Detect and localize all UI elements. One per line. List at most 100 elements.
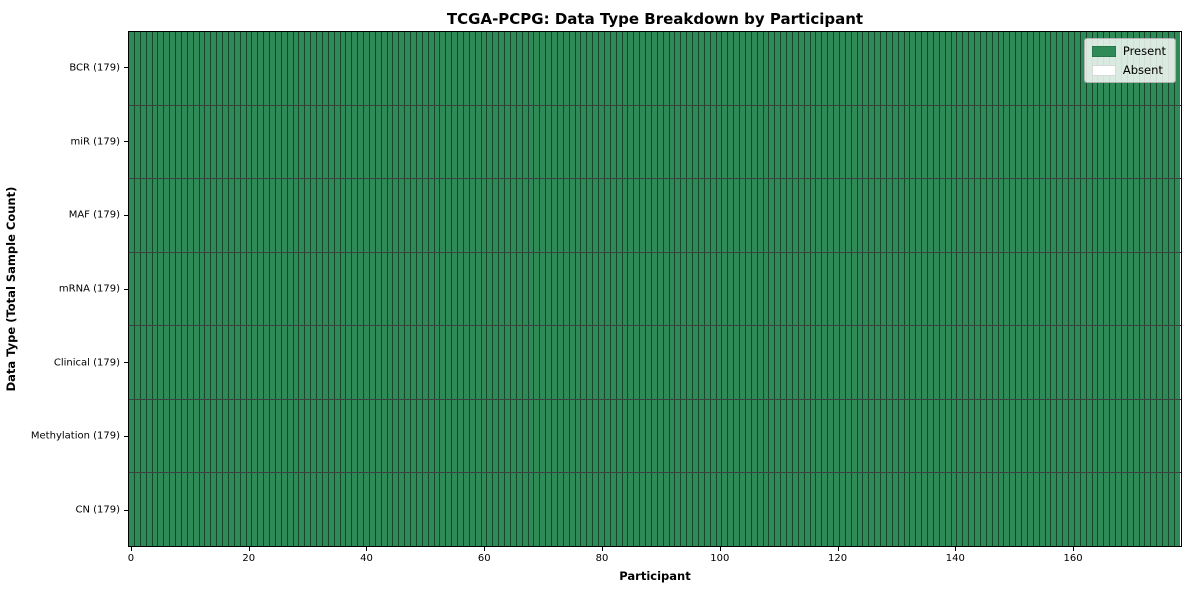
x-tick-label: 120 — [827, 553, 848, 564]
heatmap-cell — [140, 179, 147, 252]
heatmap-cell — [704, 179, 711, 252]
heatmap-cell — [193, 32, 200, 105]
heatmap-cell — [1022, 179, 1028, 252]
heatmap-cell — [152, 473, 159, 547]
heatmap-cell — [751, 326, 758, 399]
heatmap-cell — [681, 179, 688, 252]
heatmap-cell — [152, 105, 159, 179]
heatmap-cell — [510, 105, 517, 179]
heatmap-cell — [240, 252, 247, 326]
heatmap-cell — [493, 326, 500, 399]
heatmap-cell — [234, 179, 241, 252]
heatmap-cell — [693, 32, 699, 105]
heatmap-cell — [416, 32, 423, 105]
heatmap-cell — [452, 473, 458, 547]
heatmap-cell — [957, 179, 964, 252]
heatmap-cell — [828, 105, 834, 179]
heatmap-cell — [963, 326, 970, 399]
heatmap-cell — [828, 326, 834, 399]
heatmap-cell — [910, 252, 917, 326]
heatmap-cell — [346, 473, 353, 547]
heatmap-cell — [405, 32, 411, 105]
heatmap-cell — [129, 105, 135, 179]
heatmap-cell — [422, 252, 429, 326]
heatmap-cell — [505, 252, 511, 326]
heatmap-cell — [1092, 179, 1099, 252]
heatmap-cell — [275, 179, 282, 252]
heatmap-cell — [1010, 105, 1017, 179]
heatmap-cell — [599, 252, 605, 326]
heatmap-cell — [904, 326, 911, 399]
heatmap-cell — [228, 473, 235, 547]
heatmap-cell — [387, 326, 394, 399]
heatmap-cell — [258, 105, 265, 179]
heatmap-cell — [710, 399, 717, 473]
heatmap-cell — [869, 399, 876, 473]
heatmap-cell — [1163, 399, 1169, 473]
heatmap-cell — [252, 252, 259, 326]
heatmap-cell — [557, 32, 564, 105]
heatmap-cell — [828, 32, 834, 105]
heatmap-cell — [176, 473, 182, 547]
legend-swatch — [1091, 45, 1116, 57]
heatmap-row-mir — [129, 104, 1181, 179]
heatmap-cell — [411, 473, 417, 547]
heatmap-cell — [663, 179, 670, 252]
heatmap-cell — [1151, 105, 1158, 179]
heatmap-cell — [640, 179, 646, 252]
heatmap-cell — [387, 179, 394, 252]
heatmap-cell — [1110, 179, 1116, 252]
heatmap-cell — [916, 326, 923, 399]
heatmap-cell — [340, 326, 347, 399]
heatmap-cell — [951, 326, 958, 399]
heatmap-cell — [1010, 399, 1017, 473]
heatmap-cell — [787, 473, 793, 547]
heatmap-cell — [1145, 252, 1152, 326]
heatmap-cell — [651, 32, 658, 105]
heatmap-cell — [922, 179, 928, 252]
heatmap-cell — [217, 179, 223, 252]
heatmap-cell — [440, 473, 447, 547]
heatmap-cell — [669, 252, 676, 326]
heatmap-cell — [134, 326, 141, 399]
heatmap-cell — [1004, 473, 1011, 547]
heatmap-cell — [1157, 105, 1163, 179]
heatmap-cell — [346, 252, 353, 326]
heatmap-cell — [1151, 399, 1158, 473]
heatmap-cell — [581, 326, 588, 399]
heatmap-cell — [734, 179, 740, 252]
heatmap-cell — [757, 326, 764, 399]
heatmap-cell — [933, 179, 940, 252]
heatmap-cell — [722, 179, 729, 252]
heatmap-cell — [522, 32, 529, 105]
heatmap-cell — [181, 473, 188, 547]
heatmap-cell — [646, 473, 652, 547]
heatmap-cell — [346, 326, 353, 399]
heatmap-cell — [740, 252, 746, 326]
heatmap-cell — [681, 105, 688, 179]
heatmap-cell — [1121, 252, 1128, 326]
heatmap-cell — [569, 399, 576, 473]
heatmap-cell — [187, 179, 194, 252]
heatmap-cell — [1139, 179, 1146, 252]
heatmap-cell — [869, 252, 876, 326]
heatmap-cell — [434, 105, 441, 179]
heatmap-cell — [1057, 326, 1064, 399]
heatmap-cell — [587, 179, 594, 252]
heatmap-cell — [552, 32, 558, 105]
heatmap-cell — [769, 399, 776, 473]
heatmap-cell — [763, 32, 770, 105]
heatmap-cell — [1110, 399, 1116, 473]
heatmap-cell — [164, 399, 171, 473]
heatmap-cell — [328, 399, 335, 473]
heatmap-cell — [299, 399, 306, 473]
heatmap-cell — [340, 252, 347, 326]
heatmap-cell — [740, 473, 746, 547]
heatmap-cell — [751, 179, 758, 252]
heatmap-cell — [234, 32, 241, 105]
heatmap-cell — [422, 105, 429, 179]
heatmap-cell — [722, 105, 729, 179]
heatmap-row-cn — [129, 472, 1181, 547]
heatmap-cell — [223, 179, 229, 252]
heatmap-cell — [922, 105, 928, 179]
